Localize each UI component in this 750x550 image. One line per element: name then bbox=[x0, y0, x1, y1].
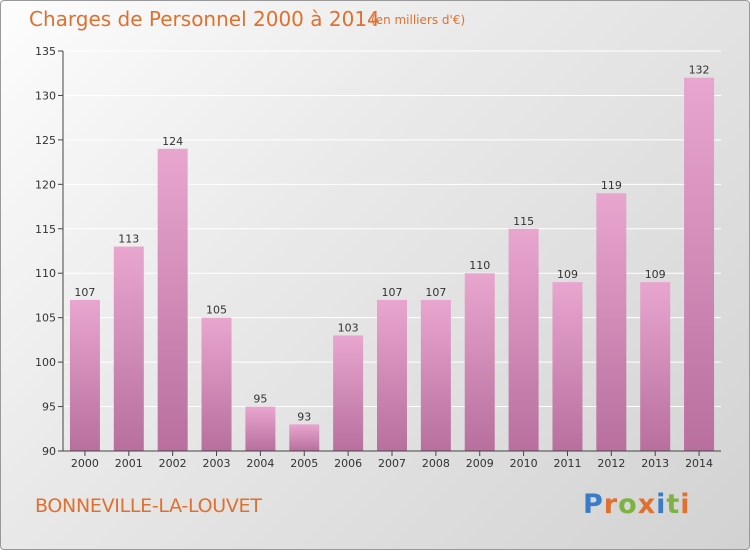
y-tick-label: 125 bbox=[35, 134, 56, 147]
logo-letter: i bbox=[656, 489, 667, 520]
x-tick-label: 2010 bbox=[510, 457, 538, 470]
data-label: 124 bbox=[162, 135, 183, 148]
bar bbox=[508, 228, 539, 451]
x-tick-label: 2001 bbox=[115, 457, 143, 470]
bars bbox=[69, 77, 715, 452]
data-label: 110 bbox=[469, 259, 490, 272]
bar bbox=[201, 317, 232, 451]
data-label: 113 bbox=[118, 233, 139, 246]
x-tick-label: 2013 bbox=[641, 457, 669, 470]
bar bbox=[596, 193, 627, 451]
logo-letter: x bbox=[637, 489, 657, 520]
x-tick-label: 2014 bbox=[685, 457, 713, 470]
x-tick-label: 2012 bbox=[597, 457, 625, 470]
commune-name: BONNEVILLE-LA-LOUVET bbox=[35, 495, 262, 517]
x-tick-label: 2000 bbox=[71, 457, 99, 470]
chart-subtitle: (en milliers d'€) bbox=[371, 13, 466, 27]
y-tick-label: 105 bbox=[35, 312, 56, 325]
bar bbox=[464, 273, 495, 451]
y-tick-label: 95 bbox=[42, 401, 56, 414]
data-label: 119 bbox=[601, 179, 622, 192]
x-tick-label: 2003 bbox=[203, 457, 231, 470]
data-label: 95 bbox=[253, 393, 267, 406]
labels: 90 95 100 105 110 115 120 125 130 135 107 2000 113 20… bbox=[35, 45, 713, 470]
bar bbox=[640, 282, 671, 451]
x-tick-label: 2004 bbox=[246, 457, 274, 470]
bar bbox=[113, 246, 144, 451]
chart-title: Charges de Personnel 2000 à 2014 bbox=[29, 7, 380, 31]
x-tick-label: 2009 bbox=[466, 457, 494, 470]
bar bbox=[684, 77, 715, 452]
data-label: 132 bbox=[689, 64, 710, 77]
axes bbox=[58, 50, 721, 456]
logo-letter: P bbox=[583, 489, 604, 520]
data-label: 103 bbox=[338, 321, 359, 334]
data-label: 115 bbox=[513, 215, 534, 228]
logo-letter: t bbox=[666, 489, 681, 520]
bar bbox=[377, 299, 407, 451]
logo-letter: o bbox=[618, 489, 638, 520]
bar bbox=[245, 406, 276, 451]
bar bbox=[289, 424, 320, 451]
bar bbox=[552, 282, 583, 451]
x-tick-label: 2008 bbox=[422, 457, 450, 470]
x-tick-label: 2011 bbox=[553, 457, 581, 470]
proxiti-logo: Proxiti bbox=[583, 489, 691, 520]
data-label: 107 bbox=[382, 286, 403, 299]
y-tick-label: 100 bbox=[35, 356, 56, 369]
bar bbox=[333, 335, 364, 451]
y-tick-label: 120 bbox=[35, 178, 56, 191]
bar bbox=[420, 299, 451, 451]
logo-letter: r bbox=[603, 489, 619, 520]
data-label: 107 bbox=[74, 286, 95, 299]
data-label: 93 bbox=[297, 410, 311, 423]
x-tick-label: 2002 bbox=[159, 457, 187, 470]
bar bbox=[157, 148, 188, 451]
logo-letter: i bbox=[680, 489, 691, 520]
data-label: 107 bbox=[425, 286, 446, 299]
x-tick-label: 2007 bbox=[378, 457, 406, 470]
data-label: 109 bbox=[645, 268, 666, 281]
y-tick-label: 135 bbox=[35, 45, 56, 58]
y-tick-label: 110 bbox=[35, 267, 56, 280]
x-tick-label: 2005 bbox=[290, 457, 318, 470]
y-tick-label: 90 bbox=[42, 445, 56, 458]
x-tick-label: 2006 bbox=[334, 457, 362, 470]
y-tick-label: 130 bbox=[35, 89, 56, 102]
data-label: 105 bbox=[206, 304, 227, 317]
data-label: 109 bbox=[557, 268, 578, 281]
bar bbox=[69, 299, 100, 451]
y-tick-label: 115 bbox=[35, 223, 56, 236]
